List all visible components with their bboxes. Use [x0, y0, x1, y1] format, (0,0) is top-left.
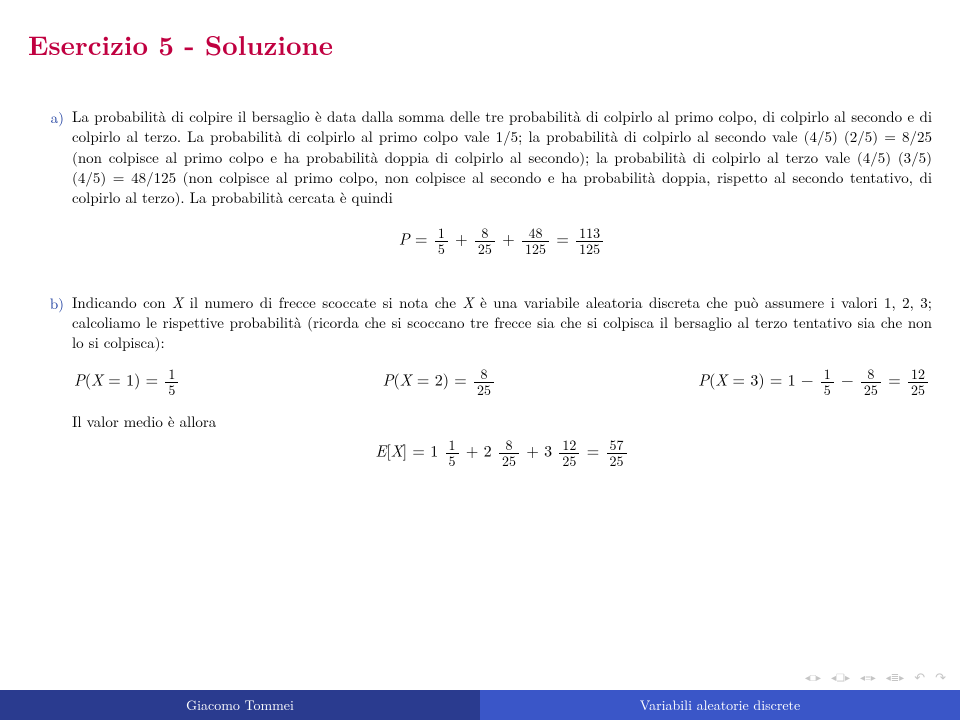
eq-a-f1: 15 — [435, 226, 448, 256]
mean-label: Il valor medio è allora — [72, 412, 932, 432]
nav-slide-group[interactable]: ◂ □ ▸ — [805, 672, 821, 682]
nav-frame-group[interactable]: ◂ ❏ ▸ — [831, 672, 850, 682]
eq-b-p1: P(X = 1) = 15 — [74, 367, 180, 397]
nav-next-slide-icon: ▸ — [816, 672, 821, 682]
nav-back-forward-icon[interactable]: ↶ — [914, 667, 925, 686]
item-b-X2: X — [462, 292, 473, 313]
slide-title: Esercizio 5 - Soluzione — [28, 24, 932, 63]
footer-topic: Variabili aleatorie discrete — [480, 690, 960, 720]
beamer-nav: ◂ □ ▸ ◂ ❏ ▸ ◂ ≡ ▸ ◂ ≣ ▸ ↶ ↷ — [805, 667, 946, 686]
item-a-body: La probabilità di colpire il bersaglio è… — [72, 107, 932, 281]
eq-b-p2: P(X = 2) = 825 — [383, 367, 496, 397]
item-b-X1: X — [172, 292, 183, 313]
footer-author: Giacomo Tommei — [0, 690, 480, 720]
footer: Giacomo Tommei Variabili aleatorie discr… — [0, 690, 960, 720]
nav-next-sec-icon: ▸ — [899, 672, 904, 682]
nav-frame-icon: ❏ — [836, 672, 845, 682]
eq-a-f3: 48125 — [522, 226, 549, 256]
item-b-marker: b) — [28, 293, 72, 314]
nav-search-icon[interactable]: ↷ — [935, 667, 946, 686]
nav-section-group[interactable]: ◂ ≣ ▸ — [886, 672, 904, 682]
equation-b-row: P(X = 1) = 15 P(X = 2) = 825 P(X = 3) = … — [72, 367, 932, 397]
item-b-body: Indicando con X il numero di frecce scoc… — [72, 293, 932, 469]
equation-mean: E[X] = 1 15 + 2 825 + 3 1225 = 5725 — [72, 438, 932, 468]
slide: Esercizio 5 - Soluzione a) La probabilit… — [0, 0, 960, 720]
item-b: b) Indicando con X il numero di frecce s… — [28, 293, 932, 469]
item-a-text: La probabilità di colpire il bersaglio è… — [72, 106, 932, 208]
equation-a: P = 15 + 825 + 48125 = 113125 — [72, 226, 932, 256]
eq-b-p3: P(X = 3) = 1 − 15 − 825 = 1225 — [698, 367, 930, 397]
item-a: a) La probabilità di colpire il bersagli… — [28, 107, 932, 281]
nav-next-frame-icon: ▸ — [845, 672, 850, 682]
nav-next-sub-icon: ▸ — [871, 672, 876, 682]
eq-a-f2: 825 — [475, 226, 495, 256]
eq-a-result: 113125 — [576, 226, 603, 256]
item-a-marker: a) — [28, 107, 72, 128]
item-b-text-mid1: il numero di frecce scoccate si nota che — [183, 292, 462, 313]
nav-sec-icon: ≣ — [891, 672, 899, 682]
item-b-text-pre: Indicando con — [72, 292, 172, 313]
eq-a-lhs: P — [399, 227, 410, 250]
nav-subsection-group[interactable]: ◂ ≡ ▸ — [860, 672, 876, 682]
